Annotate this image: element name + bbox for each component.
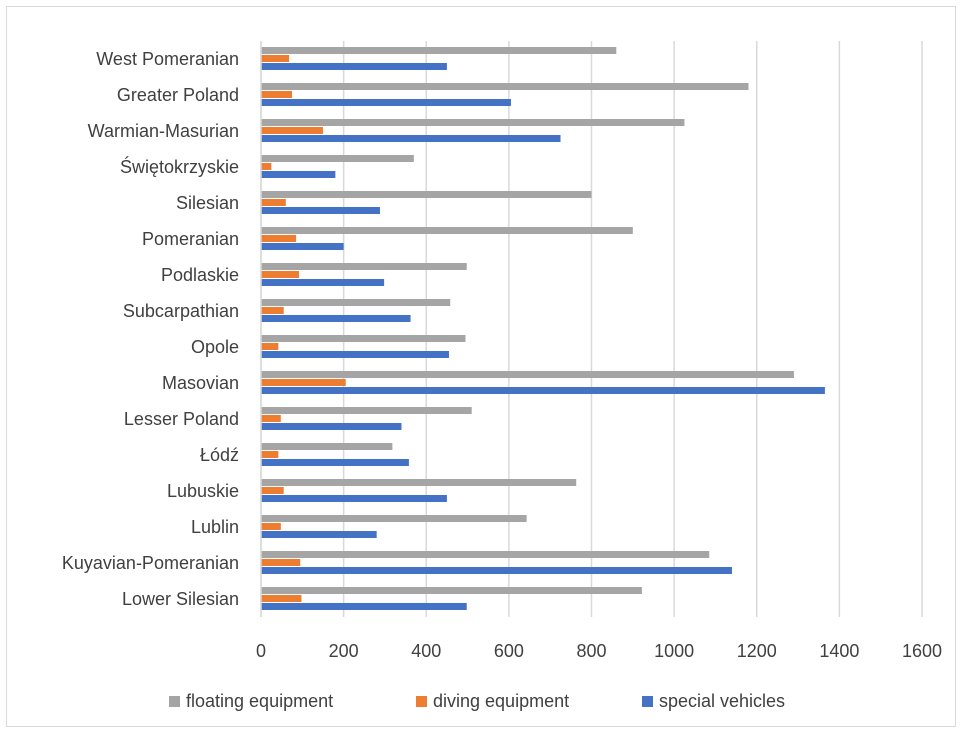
bar-special-vehicles — [261, 135, 561, 142]
legend: floating equipment diving equipment specia… — [169, 691, 785, 711]
gridlines — [260, 41, 923, 617]
bar-floating-equipment — [261, 299, 451, 306]
legend-label: diving equipment — [433, 691, 569, 711]
category-axis: West Pomeranian Greater Poland Warmian-Mas… — [62, 41, 262, 617]
x-tick-label: 0 — [256, 641, 266, 661]
x-tick-label: 1000 — [654, 641, 694, 661]
bar-diving-equipment — [261, 343, 279, 350]
bar-floating-equipment — [261, 407, 472, 414]
bar-diving-equipment — [261, 127, 323, 134]
x-tick-label: 200 — [329, 641, 359, 661]
x-tick-label: 800 — [576, 641, 606, 661]
legend-label: special vehicles — [659, 691, 785, 711]
bar-diving-equipment — [261, 523, 281, 530]
legend-swatch — [642, 696, 653, 707]
bar-floating-equipment — [261, 587, 642, 594]
category-label: Warmian-Masurian — [88, 121, 239, 141]
category-label: Silesian — [176, 193, 239, 213]
bar-floating-equipment — [261, 335, 466, 342]
bar-floating-equipment — [261, 191, 592, 198]
bar-special-vehicles — [261, 423, 402, 430]
bar-chart: 0 200 400 600 800 1000 1200 1400 1600 West Pomer… — [62, 41, 942, 711]
category-label: Subcarpathian — [123, 301, 239, 321]
bar-diving-equipment — [261, 487, 284, 494]
bar-special-vehicles — [261, 279, 385, 286]
bar-diving-equipment — [261, 235, 297, 242]
bar-diving-equipment — [261, 451, 279, 458]
category-label: Świętokrzyskie — [120, 156, 239, 177]
bar-floating-equipment — [261, 47, 617, 54]
legend-swatch — [169, 696, 180, 707]
bar-special-vehicles — [261, 531, 377, 538]
bar-special-vehicles — [261, 207, 380, 214]
x-tick-label: 1200 — [737, 641, 777, 661]
bar-diving-equipment — [261, 163, 272, 170]
bar-special-vehicles — [261, 495, 447, 502]
bar-diving-equipment — [261, 91, 292, 98]
bar-special-vehicles — [261, 603, 467, 610]
bar-special-vehicles — [261, 171, 336, 178]
bar-special-vehicles — [261, 243, 344, 250]
value-axis: 0 200 400 600 800 1000 1200 1400 1600 — [256, 641, 942, 661]
category-label: Lublin — [191, 517, 239, 537]
category-label: Masovian — [162, 373, 239, 393]
category-label: Lower Silesian — [122, 589, 239, 609]
bar-special-vehicles — [261, 351, 449, 358]
bar-floating-equipment — [261, 551, 710, 558]
bar-floating-equipment — [261, 515, 527, 522]
legend-label: floating equipment — [186, 691, 333, 711]
bar-floating-equipment — [261, 479, 577, 486]
bar-floating-equipment — [261, 443, 393, 450]
bar-special-vehicles — [261, 567, 732, 574]
category-label: Podlaskie — [161, 265, 239, 285]
category-label: Opole — [191, 337, 239, 357]
category-label: Łódź — [200, 445, 239, 465]
bar-diving-equipment — [261, 379, 346, 386]
bar-special-vehicles — [261, 315, 411, 322]
chart-frame: 0 200 400 600 800 1000 1200 1400 1600 West Pomer… — [6, 6, 956, 727]
bar-diving-equipment — [261, 415, 281, 422]
bar-floating-equipment — [261, 83, 749, 90]
category-label: Lubuskie — [167, 481, 239, 501]
bar-special-vehicles — [261, 99, 511, 106]
bar-special-vehicles — [261, 459, 409, 466]
x-tick-label: 600 — [494, 641, 524, 661]
category-label: Pomeranian — [142, 229, 239, 249]
bar-special-vehicles — [261, 63, 447, 70]
bar-special-vehicles — [261, 387, 825, 394]
bar-floating-equipment — [261, 371, 794, 378]
bar-floating-equipment — [261, 155, 414, 162]
bar-diving-equipment — [261, 307, 284, 314]
category-label: Kuyavian-Pomeranian — [62, 553, 239, 573]
bar-diving-equipment — [261, 559, 301, 566]
bar-diving-equipment — [261, 55, 290, 62]
x-tick-label: 400 — [411, 641, 441, 661]
category-label: Lesser Poland — [124, 409, 239, 429]
x-tick-label: 1400 — [819, 641, 859, 661]
category-label: Greater Poland — [117, 85, 239, 105]
category-label: West Pomeranian — [96, 49, 239, 69]
bar-floating-equipment — [261, 227, 633, 234]
bars — [261, 47, 825, 610]
bar-diving-equipment — [261, 199, 286, 206]
legend-swatch — [416, 696, 427, 707]
bar-floating-equipment — [261, 263, 467, 270]
bar-diving-equipment — [261, 595, 302, 602]
bar-diving-equipment — [261, 271, 300, 278]
bar-floating-equipment — [261, 119, 685, 126]
x-tick-label: 1600 — [902, 641, 942, 661]
